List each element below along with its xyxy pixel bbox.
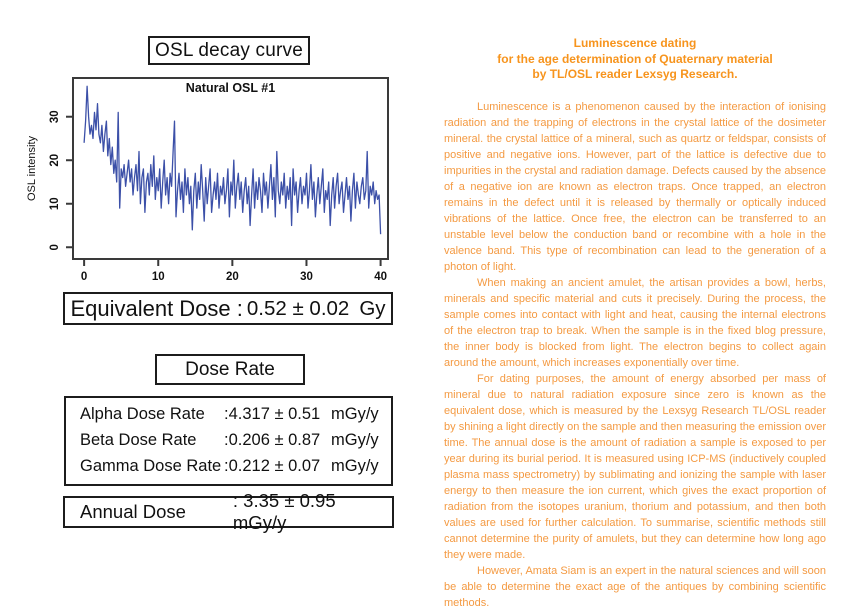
dose-rate-title: Dose Rate [185,358,275,380]
osl-chart-svg: 0 10 20 30 40 0 10 20 30 OSL intensity [26,77,389,283]
gamma-dose-rate-row: Gamma Dose Rate :0.212 ± 0.07 mGy/y [80,457,391,483]
article-title: Luminescence dating for the age determin… [444,36,826,83]
svg-text:10: 10 [49,197,61,210]
chart-title: Natural OSL #1 [185,81,276,95]
article-paragraph-2: When making an ancient amulet, the artis… [444,276,826,369]
annual-dose-box: Annual Dose : 3.35 ± 0.95 mGy/y [63,490,394,533]
svg-text:30: 30 [49,110,61,123]
svg-text:10: 10 [152,271,165,283]
article-body: Luminescence is a phenomenon caused by t… [444,99,826,611]
alpha-dose-rate-row: Alpha Dose Rate :4.317 ± 0.51 mGy/y [80,405,391,431]
article-title-line-2: for the age determination of Quaternary … [497,51,773,66]
svg-text:0: 0 [49,244,61,250]
annual-dose-value: : 3.35 ± 0.95 mGy/y [232,490,336,533]
equivalent-dose-unit: Gy [359,296,386,320]
osl-decay-chart: 0 10 20 30 40 0 10 20 30 OSL intensity Natural OS… [24,72,398,286]
dose-rates-box: Alpha Dose Rate :4.317 ± 0.51 mGy/y Beta… [64,396,393,486]
equivalent-dose-label: Equivalent Dose : [70,295,243,321]
gamma-dose-rate-value: :0.212 ± 0.07 [224,457,321,475]
article-paragraph-4: However, Amata Siam is an expert in the … [444,564,826,609]
article-paragraph-3: For dating purposes, the amount of energ… [444,372,826,561]
beta-dose-rate-unit: mGy/y [331,431,379,449]
alpha-dose-rate-unit: mGy/y [331,405,379,423]
beta-dose-rate-value: :0.206 ± 0.87 [224,431,321,449]
svg-text:0: 0 [81,271,87,283]
osl-decay-curve-title: OSL decay curve [154,39,304,61]
svg-text:20: 20 [226,271,239,283]
beta-dose-rate-label: Beta Dose Rate [80,431,197,449]
svg-text:20: 20 [49,154,61,167]
beta-dose-rate-row: Beta Dose Rate :0.206 ± 0.87 mGy/y [80,431,391,457]
dose-rate-title-box: Dose Rate [155,354,305,385]
article-title-line-3: by TL/OSL reader Lexsyg Research. [532,67,738,81]
annual-dose-label: Annual Dose [80,501,186,522]
svg-text:30: 30 [300,271,313,283]
alpha-dose-rate-label: Alpha Dose Rate [80,405,205,423]
gamma-dose-rate-unit: mGy/y [331,457,379,475]
equivalent-dose-box: Equivalent Dose : 0.52 ± 0.02 Gy [63,292,393,325]
alpha-dose-rate-value: :4.317 ± 0.51 [224,405,321,423]
osl-decay-curve-title-box: OSL decay curve [148,36,310,65]
luminescence-article: Luminescence dating for the age determin… [444,36,826,611]
svg-text:OSL intensity: OSL intensity [26,135,38,201]
article-paragraph-1: Luminescence is a phenomenon caused by t… [444,100,826,273]
equivalent-dose-value: 0.52 ± 0.02 [246,296,350,320]
gamma-dose-rate-label: Gamma Dose Rate [80,457,222,475]
article-title-line-1: Luminescence dating [573,36,697,50]
svg-text:40: 40 [374,271,387,283]
